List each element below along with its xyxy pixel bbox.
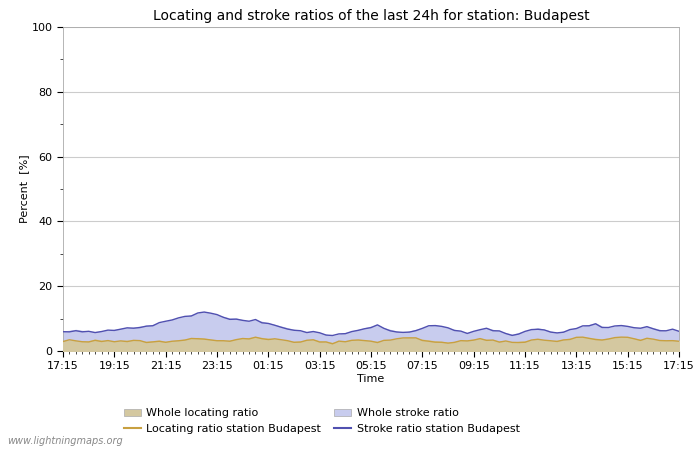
Y-axis label: Percent  [%]: Percent [%] (19, 155, 29, 223)
Legend: Whole locating ratio, Locating ratio station Budapest, Whole stroke ratio, Strok: Whole locating ratio, Locating ratio sta… (124, 409, 519, 434)
Text: www.lightningmaps.org: www.lightningmaps.org (7, 436, 122, 446)
X-axis label: Time: Time (358, 374, 384, 384)
Title: Locating and stroke ratios of the last 24h for station: Budapest: Locating and stroke ratios of the last 2… (153, 9, 589, 23)
